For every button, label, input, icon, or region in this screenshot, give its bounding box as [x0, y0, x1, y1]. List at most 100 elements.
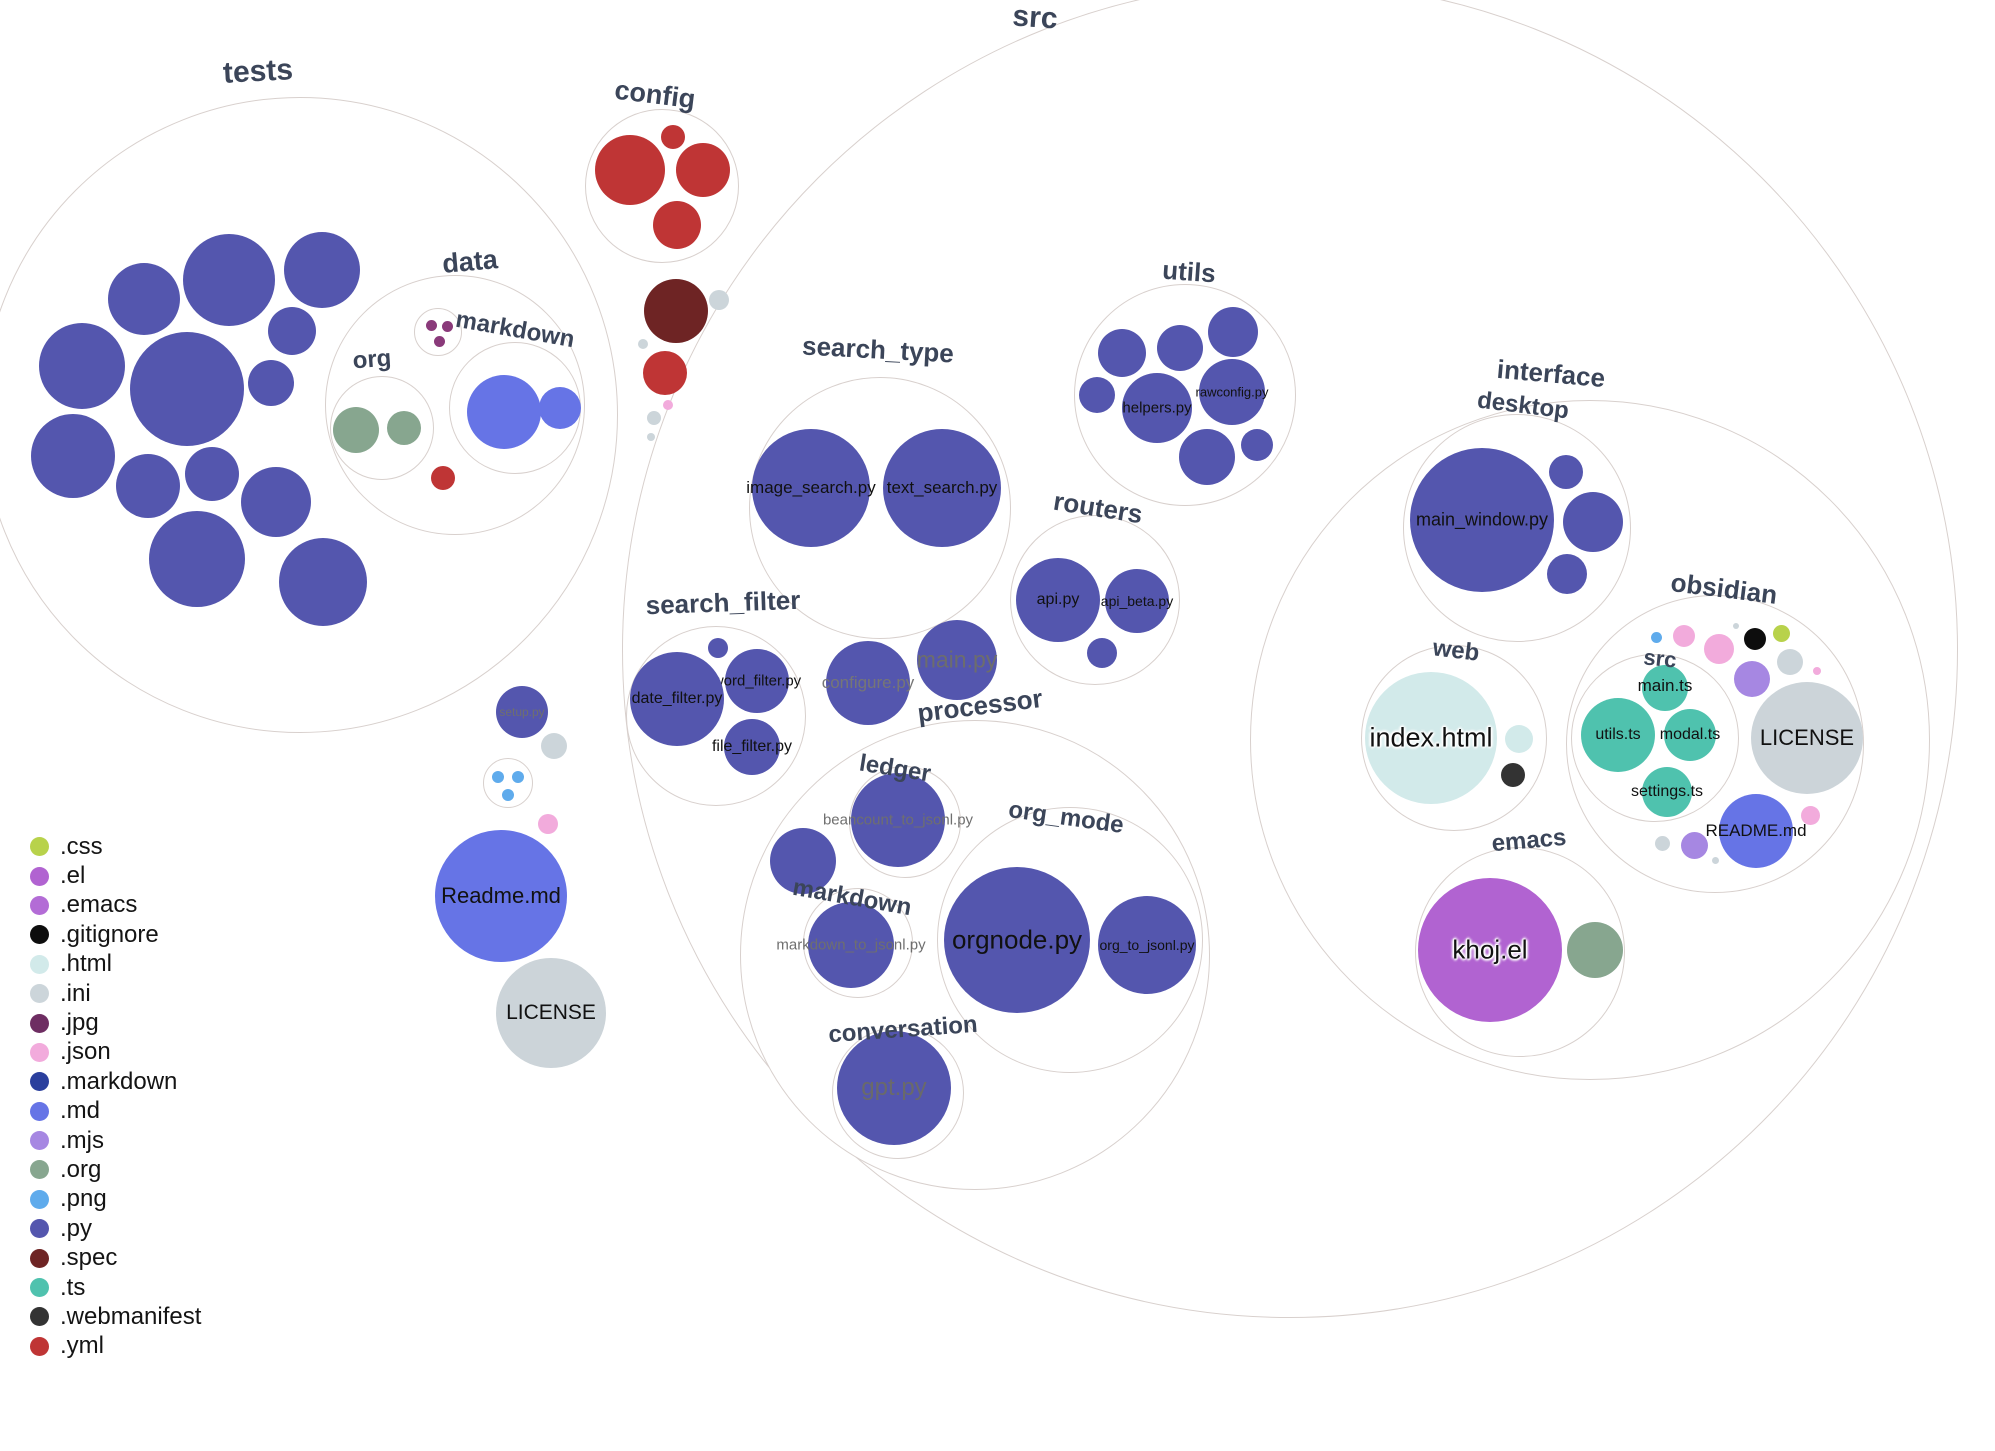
folder-label-src: src [1011, 0, 1059, 36]
file-circle-unnamed.ini [1733, 623, 1739, 629]
legend-item-ini: .ini [30, 979, 201, 1008]
legend-label-md: .md [60, 1097, 101, 1125]
legend-swatch-org [30, 1160, 49, 1180]
file-label-api.py: api.py [1036, 591, 1080, 608]
file-circle-unnamed.css [1772, 624, 1790, 642]
legend-label-org: .org [60, 1155, 102, 1183]
file-circle-unnamed.png [502, 789, 514, 801]
file-label-configure.py: configure.py [821, 673, 915, 692]
legend-swatch-json [30, 1042, 49, 1062]
file-circle-unnamed.py [130, 332, 244, 446]
file-label-orgnode.py: orgnode.py [951, 924, 1083, 955]
file-circle-unnamed.ini [1777, 649, 1803, 675]
file-circle-org_to_jsonl.py [1098, 896, 1196, 994]
file-circle-beancount_to_jsonl.py [851, 773, 945, 867]
legend-swatch-gitignore [30, 925, 49, 945]
file-circle-unnamed.org [333, 407, 379, 453]
file-circle-unnamed.yml [676, 143, 730, 197]
file-label-index.html: index.html [1369, 722, 1493, 753]
folder-label-search_filter: search_filter [645, 584, 801, 621]
legend-item-ts: .ts [30, 1273, 201, 1302]
file-label-api_beta.py: api_beta.py [1100, 593, 1174, 609]
file-circle-unnamed.py [284, 232, 360, 308]
file-circle-unnamed.py [1087, 638, 1117, 668]
file-label-text_search.py: text_search.py [886, 478, 998, 497]
legend-item-css: .css [30, 832, 201, 861]
legend-swatch-markdown [30, 1072, 49, 1092]
file-circle-unnamed.png [492, 771, 504, 783]
file-circle-unnamed.py [268, 307, 316, 355]
file-circle-api_beta.py [1105, 569, 1169, 633]
legend-swatch-emacs [30, 895, 49, 915]
file-circle-unnamed.md [539, 387, 581, 429]
file-label-khoj.el: khoj.el [1452, 934, 1528, 965]
legend-label-json: .json [60, 1038, 111, 1066]
file-circle-LICENSE [496, 958, 606, 1068]
legend-swatch-jpg [30, 1013, 49, 1033]
legend-item-json: .json [30, 1038, 201, 1067]
file-circle-Readme.md [435, 830, 567, 962]
file-circle-unnamed.jpg [425, 319, 437, 331]
file-circle-main_window.py [1410, 448, 1554, 592]
file-circle-unnamed.yml [653, 201, 701, 249]
file-circle-api.py [1016, 558, 1100, 642]
file-label-markdown_to_jsonl.py: markdown_to_jsonl.py [776, 936, 926, 954]
file-circle-unnamed.ini [541, 733, 567, 759]
file-circle-unnamed.ini [647, 433, 655, 441]
folder-label-tests: tests [222, 53, 294, 90]
legend-item-mjs: .mjs [30, 1126, 201, 1155]
file-label-README.md: README.md [1705, 821, 1807, 840]
file-circle-unnamed.py [183, 234, 275, 326]
file-label-image_search.py: image_search.py [746, 478, 876, 497]
legend-swatch-ts [30, 1278, 49, 1298]
file-label-word_filter.py: word_filter.py [712, 672, 802, 690]
file-circle-unnamed.py [770, 828, 836, 894]
legend-swatch-el [30, 866, 49, 886]
legend-swatch-html [30, 954, 49, 974]
legend-label-gitignore: .gitignore [60, 920, 159, 948]
file-circle-unnamed.jpg [441, 320, 453, 332]
legend-item-webmanifest: .webmanifest [30, 1302, 201, 1331]
legend-label-spec: .spec [60, 1244, 118, 1272]
legend-label-emacs: .emacs [60, 891, 138, 919]
file-circle-unnamed.py [1098, 329, 1146, 377]
file-circle-main.py [917, 620, 997, 700]
legend-label-markdown: .markdown [60, 1067, 178, 1095]
legend-label-html: .html [60, 950, 113, 978]
legend: .css .el .emacs .gitignore .html .ini .jpg .jso… [30, 832, 201, 1361]
legend-label-png: .png [60, 1185, 107, 1213]
legend-item-yml: .yml [30, 1332, 201, 1361]
file-circle-unnamed.png [1650, 631, 1662, 643]
file-circle-unnamed.json [1704, 634, 1734, 664]
file-circle-unnamed.py [1563, 492, 1623, 552]
file-circle-unnamed.ini [1654, 835, 1670, 851]
legend-swatch-webmanifest [30, 1307, 49, 1327]
file-label-settings.ts: settings.ts [1630, 783, 1704, 800]
file-circle-unnamed.yml [431, 466, 455, 490]
file-label-utils.ts: utils.ts [1595, 726, 1641, 743]
file-circle-unnamed.json [538, 814, 558, 834]
file-circle-setup.py [496, 686, 548, 738]
legend-label-ts: .ts [60, 1273, 86, 1301]
file-circle-unnamed.yml [595, 135, 665, 205]
file-circle-unnamed.ini [709, 290, 729, 310]
legend-item-emacs: .emacs [30, 891, 201, 920]
file-circle-unnamed.py [149, 511, 245, 607]
file-circle-utils.ts [1581, 698, 1655, 772]
file-circle-unnamed.py [1079, 377, 1115, 413]
folder-label-org: org [351, 344, 393, 375]
file-circle-helpers.py [1122, 373, 1192, 443]
file-circle-unnamed.yml [643, 351, 687, 395]
legend-label-jpg: .jpg [60, 1009, 99, 1037]
file-label-LICENSE: LICENSE [506, 1001, 596, 1024]
folder-label-config: config [613, 74, 698, 115]
legend-label-yml: .yml [60, 1332, 104, 1360]
file-label-helpers.py: helpers.py [1122, 399, 1192, 417]
file-circle-khoj.el [1418, 878, 1562, 1022]
file-circle-word_filter.py [725, 649, 789, 713]
legend-item-markdown: .markdown [30, 1067, 201, 1096]
file-circle-unnamed.mjs [1734, 661, 1770, 697]
legend-label-webmanifest: .webmanifest [60, 1302, 202, 1330]
file-circle-main.ts [1642, 665, 1688, 711]
